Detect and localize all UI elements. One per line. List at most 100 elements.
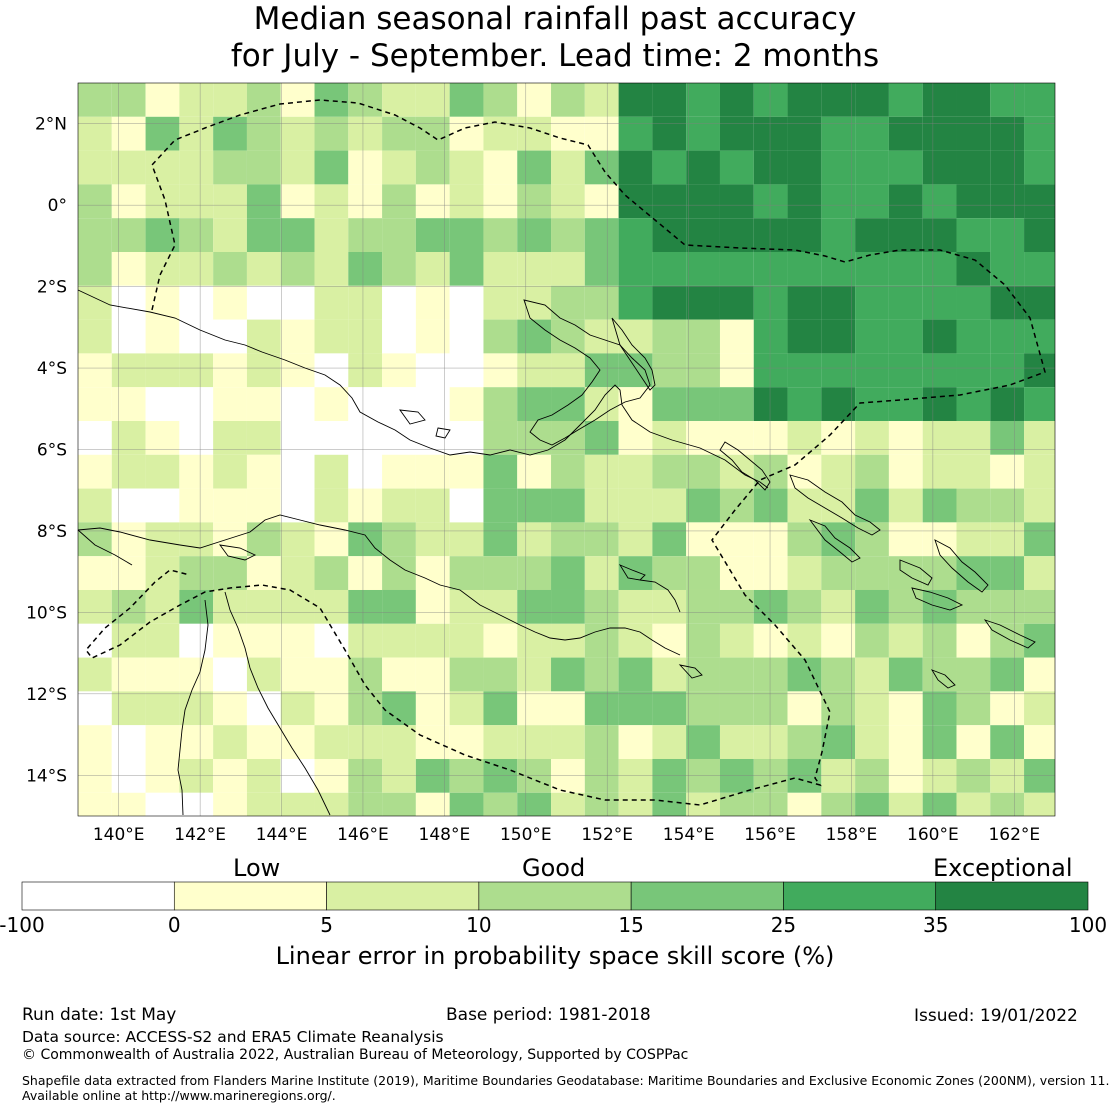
grid-cell — [213, 387, 247, 421]
grid-cell — [686, 252, 720, 286]
grid-cell — [280, 657, 315, 692]
grid-cell — [78, 83, 112, 117]
grid-cell — [1024, 83, 1055, 117]
grid-cell — [213, 488, 247, 523]
grid-cell — [888, 657, 923, 692]
grid-cell — [618, 353, 653, 388]
colorbar-tick-label: 5 — [320, 913, 333, 937]
grid-cell — [787, 285, 822, 320]
grid-cell — [821, 454, 856, 489]
latitude-label: 14°S — [26, 766, 67, 786]
grid-cell — [314, 150, 349, 185]
grid-cell — [618, 758, 653, 793]
grid-cell — [449, 623, 484, 658]
grid-cell — [280, 758, 315, 793]
grid-cell — [719, 623, 754, 658]
grid-cell — [922, 691, 957, 726]
cape-york-west — [177, 599, 209, 816]
grid-cell — [922, 792, 957, 816]
grid-cell — [415, 657, 450, 692]
grid-cell — [415, 252, 450, 286]
grid-cell — [449, 792, 484, 816]
grid-cell — [348, 522, 383, 557]
grid-cell — [787, 589, 822, 624]
grid-cell — [821, 725, 856, 759]
grid-cell — [686, 725, 720, 759]
colorbar-segment — [935, 881, 1089, 911]
grid-cell — [821, 657, 856, 692]
grid-cell — [280, 623, 315, 658]
longitude-label: 156°E — [744, 825, 796, 845]
grid-cell — [922, 522, 957, 557]
grid-cell — [686, 522, 720, 557]
grid-cell — [246, 116, 281, 151]
grid-cell — [888, 758, 923, 793]
grid-cell — [78, 116, 112, 151]
grid-cell — [922, 725, 957, 759]
grid-cell — [551, 353, 585, 388]
grid-cell — [753, 488, 788, 523]
grid-cell — [652, 691, 687, 726]
grid-cell — [145, 387, 180, 421]
grid-cell — [787, 353, 822, 388]
grid-cell — [652, 725, 687, 759]
grid-cell — [483, 319, 518, 354]
grid-cell — [78, 353, 112, 388]
grid-cell — [483, 522, 518, 557]
grid-cell — [753, 184, 788, 219]
copyright-notice: © Commonwealth of Australia 2022, Austra… — [22, 1047, 689, 1063]
grid-cell — [584, 184, 619, 219]
grid-cell — [145, 420, 180, 455]
grid-cell — [787, 184, 822, 219]
grid-cell — [990, 454, 1025, 489]
new-guinea-south-coast — [77, 514, 681, 656]
grid-cell — [78, 420, 112, 455]
grid-cell — [179, 285, 214, 320]
grid-cell — [449, 454, 484, 489]
colorbar-segment — [21, 881, 175, 911]
grid-cell — [990, 420, 1025, 455]
grid-cell — [855, 556, 889, 590]
grid-cell — [415, 691, 450, 726]
grid-cell — [382, 116, 416, 151]
grid-cell — [686, 83, 720, 117]
grid-cell — [1024, 116, 1055, 151]
grid-cell — [145, 454, 180, 489]
grid-cell — [415, 150, 450, 185]
grid-cell — [888, 184, 923, 219]
grid-cell — [922, 657, 957, 692]
grid-cell — [449, 387, 484, 421]
grid-cell — [382, 556, 416, 590]
grid-cell — [280, 792, 315, 816]
issued-date: Issued: 19/01/2022 — [914, 1006, 1078, 1026]
grid-cell — [382, 184, 416, 219]
bougainville — [719, 441, 771, 491]
grid-cell — [719, 691, 754, 726]
grid-cell — [111, 184, 146, 219]
data-source: Data source: ACCESS-S2 and ERA5 Climate … — [22, 1028, 444, 1046]
longitude-label: 148°E — [419, 825, 471, 845]
grid-cell — [483, 184, 518, 219]
grid-cell — [753, 792, 788, 816]
grid-cell — [719, 556, 754, 590]
grid-cell — [990, 184, 1025, 219]
grid-cell — [382, 285, 416, 320]
grid-cell — [517, 623, 552, 658]
grid-cell — [280, 556, 315, 590]
grid-cell — [179, 522, 214, 557]
grid-cell — [213, 420, 247, 455]
grid-cell — [1024, 488, 1055, 523]
grid-cell — [415, 589, 450, 624]
grid-cell — [415, 218, 450, 252]
grid-cell — [787, 556, 822, 590]
grid-cell — [652, 116, 687, 151]
grid-cell — [990, 556, 1025, 590]
grid-cell — [584, 522, 619, 557]
grid-cell — [888, 522, 923, 557]
grid-cell — [888, 623, 923, 658]
grid-cell — [483, 556, 518, 590]
grid-cell — [382, 387, 416, 421]
grid-cell — [753, 319, 788, 354]
grid-cell — [145, 116, 180, 151]
new-ireland — [611, 317, 656, 391]
